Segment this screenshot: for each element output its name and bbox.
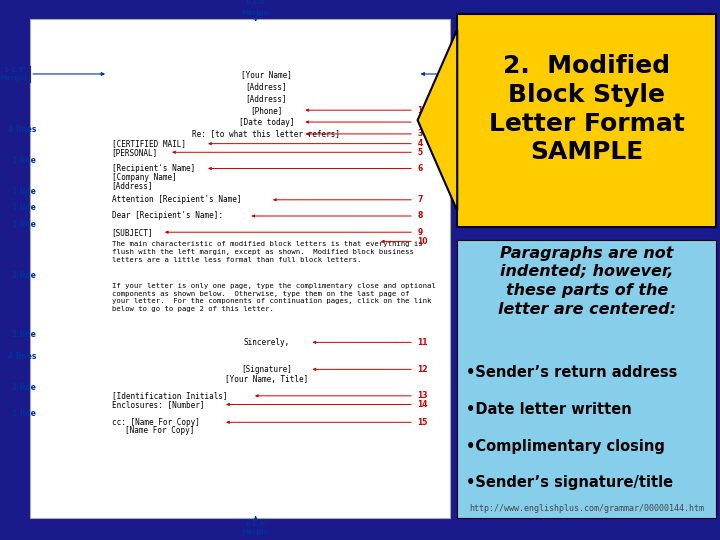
Text: [Date today]: [Date today] — [238, 118, 294, 126]
Text: [Address]: [Address] — [112, 181, 153, 190]
Text: [Address]: [Address] — [246, 94, 287, 103]
Text: Margin: Margin — [454, 75, 481, 82]
Text: [CERTIFIED MAIL]: [CERTIFIED MAIL] — [112, 139, 186, 148]
Text: •Complimentary closing: •Complimentary closing — [466, 438, 665, 454]
Text: 1 line: 1 line — [12, 156, 36, 165]
Text: •Sender’s return address: •Sender’s return address — [466, 365, 678, 380]
Text: 5: 5 — [418, 148, 423, 157]
Text: 1 line: 1 line — [12, 271, 36, 280]
Bar — [457, 240, 716, 518]
Text: [Address]: [Address] — [246, 82, 287, 91]
Text: 1 line: 1 line — [12, 204, 36, 212]
Text: [PERSONAL]: [PERSONAL] — [112, 148, 158, 157]
Text: 2: 2 — [418, 118, 423, 126]
Text: 7: 7 — [418, 195, 423, 204]
Text: 1-1.5": 1-1.5" — [3, 67, 27, 73]
Text: cc: [Name For Copy]: cc: [Name For Copy] — [112, 418, 199, 427]
Text: 1 line: 1 line — [12, 409, 36, 418]
Text: 6: 6 — [418, 164, 423, 173]
Text: Attention [Recipient's Name]: Attention [Recipient's Name] — [112, 195, 241, 204]
Text: [Recipient's Name]: [Recipient's Name] — [112, 164, 195, 173]
Text: [Your Name, Title]: [Your Name, Title] — [225, 375, 308, 383]
Bar — [30, 19, 450, 518]
Text: If your letter is only one page, type the complimentary close and optional
compo: If your letter is only one page, type th… — [112, 283, 436, 312]
Text: 4: 4 — [418, 139, 423, 148]
Bar — [457, 14, 716, 227]
Text: [SUBJECT]: [SUBJECT] — [112, 228, 153, 237]
Text: 1 line: 1 line — [12, 187, 36, 196]
Text: [Signature]: [Signature] — [241, 365, 292, 374]
Text: 8: 8 — [418, 212, 423, 220]
Text: 13: 13 — [418, 392, 428, 400]
Text: [Your Name]: [Your Name] — [241, 70, 292, 79]
Text: 1-1.5": 1-1.5" — [454, 67, 477, 73]
Text: 12: 12 — [418, 365, 428, 374]
Text: 14: 14 — [418, 400, 428, 409]
Text: [Phone]: [Phone] — [251, 106, 282, 114]
Polygon shape — [418, 30, 457, 211]
Text: 4 lines: 4 lines — [8, 125, 36, 134]
Text: 4 lines: 4 lines — [8, 352, 36, 361]
Text: Re: [to what this letter refers]: Re: [to what this letter refers] — [192, 130, 341, 138]
Text: Enclosures: [Number]: Enclosures: [Number] — [112, 400, 204, 409]
Text: Paragraphs are not
indented; however,
these parts of the
letter are centered:: Paragraphs are not indented; however, th… — [498, 246, 676, 316]
Text: [Identification Initials]: [Identification Initials] — [112, 392, 228, 400]
Text: Dear [Recipient's Name]:: Dear [Recipient's Name]: — [112, 212, 222, 220]
Text: •Date letter written: •Date letter written — [466, 402, 631, 417]
Text: [Name For Copy]: [Name For Copy] — [125, 427, 194, 435]
Text: Margin: Margin — [242, 10, 269, 16]
Text: 3: 3 — [418, 130, 423, 138]
Text: 1-1.5": 1-1.5" — [244, 521, 267, 527]
Text: 9: 9 — [418, 228, 423, 237]
Text: •Sender’s signature/title: •Sender’s signature/title — [466, 475, 673, 490]
Text: 1 line: 1 line — [12, 383, 36, 392]
Text: The main characteristic of modified block letters is that everything is
flush wi: The main characteristic of modified bloc… — [112, 241, 422, 263]
Text: 2.  Modified
Block Style
Letter Format
SAMPLE: 2. Modified Block Style Letter Format SA… — [489, 54, 685, 165]
Text: 1-1.5": 1-1.5" — [244, 0, 267, 5]
Text: Margin: Margin — [242, 529, 269, 535]
Text: 11: 11 — [418, 338, 428, 347]
Text: 1 line: 1 line — [12, 220, 36, 228]
Text: 15: 15 — [418, 418, 428, 427]
Text: 1: 1 — [418, 106, 423, 114]
Text: [Company Name]: [Company Name] — [112, 173, 176, 181]
Text: Margin: Margin — [0, 75, 27, 82]
Text: 10: 10 — [418, 237, 428, 246]
Text: http://www.englishplus.com/grammar/00000144.htm: http://www.englishplus.com/grammar/00000… — [469, 504, 704, 513]
Text: Sincerely,: Sincerely, — [243, 338, 289, 347]
Text: 1 line: 1 line — [12, 330, 36, 339]
